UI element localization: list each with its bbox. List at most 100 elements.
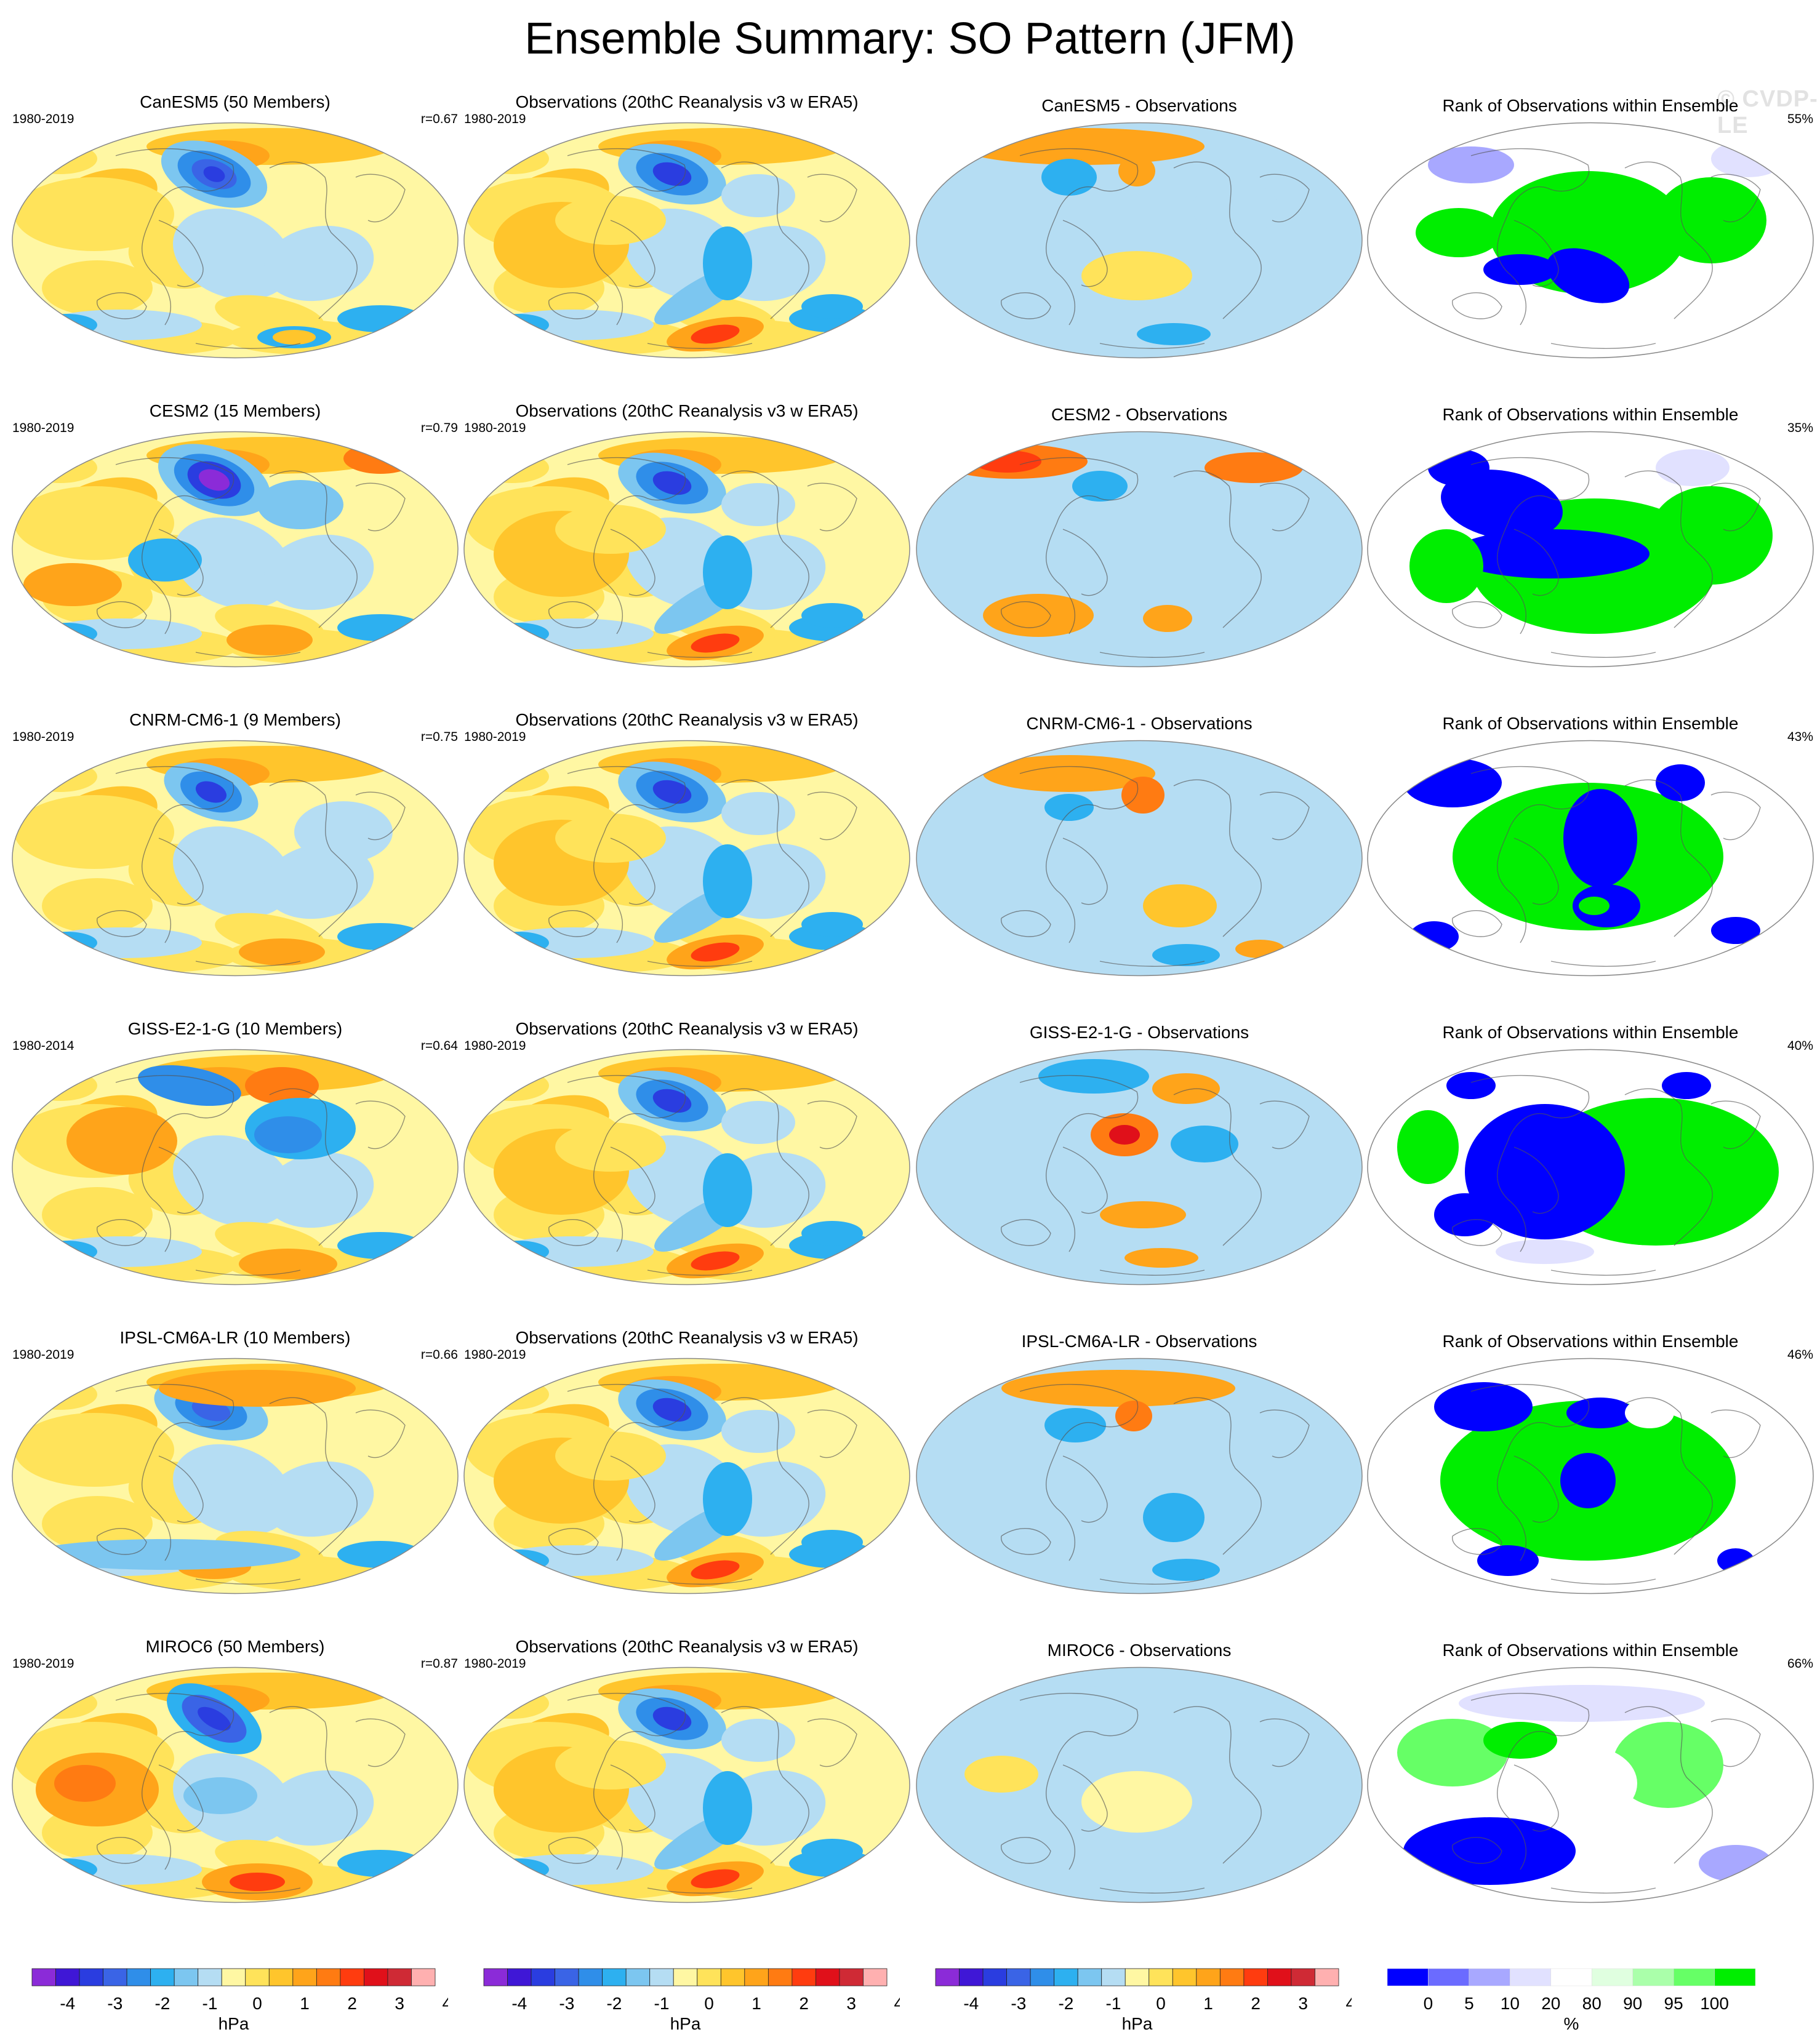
colorbar-swatch — [744, 1968, 769, 1986]
panel-obs-row-6: Observations (20thC Reanalysis v3 w ERA5… — [463, 1636, 911, 1906]
contour-region — [23, 1379, 97, 1410]
colorbar-tick-label: -4 — [511, 1994, 527, 2013]
contour-region — [652, 471, 692, 495]
map-border — [1367, 1666, 1814, 1903]
coastline — [1000, 1219, 1051, 1246]
coastline — [807, 1409, 857, 1458]
coastline — [567, 457, 686, 634]
coastline — [1099, 1270, 1205, 1276]
panel-title: CESM2 (15 Members) — [149, 401, 321, 420]
contour-region — [1155, 1857, 1254, 1882]
coastline — [610, 1146, 655, 1214]
map-border — [916, 1358, 1363, 1594]
panel-rank-percent: 66% — [1787, 1657, 1813, 1671]
contour-region — [1459, 1685, 1705, 1722]
colorbar-swatch — [1673, 1968, 1715, 1986]
contour-region — [1434, 1382, 1533, 1431]
panel-rank-row-1: Rank of Observations within Ensemble 55% — [1366, 91, 1814, 362]
map-border — [916, 740, 1363, 977]
colorbar-hpa-1: -4 -3 -2 -1 0 1 2 3 4 hPa — [31, 1968, 448, 2033]
colorbar-tick-label: -2 — [154, 1994, 170, 2013]
coastline — [1000, 601, 1051, 628]
map-border — [463, 740, 910, 977]
colorbar-swatch — [1469, 1968, 1510, 1986]
contour-region — [195, 781, 227, 803]
coastline — [1451, 910, 1502, 937]
contour-region — [801, 1221, 863, 1246]
map-border — [1367, 740, 1814, 977]
panel-years: 1980-2019 — [464, 112, 526, 126]
coastline — [647, 1578, 753, 1585]
coastline — [721, 1706, 809, 1864]
colorbar-swatch — [982, 1968, 1007, 1986]
coastline — [96, 601, 147, 628]
panel-obs-row-4: Observations (20thC Reanalysis v3 w ERA5… — [463, 1018, 911, 1289]
colorbar-swatch — [531, 1968, 555, 1986]
colorbar-swatch — [1149, 1968, 1173, 1986]
coastline — [158, 1146, 204, 1214]
contour-region — [652, 780, 692, 804]
map-diff — [916, 740, 1363, 977]
coastline — [269, 779, 358, 937]
contour-region — [42, 260, 153, 316]
contour-region — [239, 1249, 337, 1279]
coastline — [96, 1219, 147, 1246]
contour-region — [1416, 208, 1502, 257]
contour-region — [801, 603, 863, 628]
colorbar-swatch — [792, 1968, 816, 1986]
colorbar-swatch — [387, 1968, 412, 1986]
contour-region — [1192, 180, 1278, 236]
colorbar-swatch — [673, 1968, 698, 1986]
contour-region — [1699, 1845, 1773, 1882]
panel-diff-row-3: CNRM-CM6-1 - Observations — [915, 709, 1363, 980]
panel-title: Observations (20thC Reanalysis v3 w ERA5… — [515, 710, 859, 729]
colorbar-swatch — [697, 1968, 721, 1986]
contour-region — [1081, 1771, 1192, 1833]
panel-years: 1980-2019 — [12, 1348, 74, 1362]
panel-years: 1980-2019 — [464, 730, 526, 744]
coastline — [1513, 220, 1559, 287]
coastline — [1062, 1146, 1108, 1214]
map-model — [12, 431, 459, 668]
colorbar-swatch — [340, 1968, 364, 1986]
coastline — [1019, 148, 1139, 326]
panel-model-row-2: CESM2 (15 Members) 1980-2019 r=0.79 — [11, 400, 459, 671]
contour-region — [215, 295, 324, 337]
coastline — [548, 292, 599, 319]
panel-years: 1980-2019 — [12, 1657, 74, 1671]
coastline — [1624, 1088, 1713, 1246]
coastline — [96, 1837, 147, 1864]
contour-region — [1409, 921, 1459, 952]
panel-rank-percent: 46% — [1787, 1348, 1813, 1362]
coastline — [1550, 1887, 1656, 1894]
panel-title: MIROC6 - Observations — [1047, 1641, 1232, 1660]
contour-region — [128, 538, 202, 582]
contour-region — [1109, 1125, 1140, 1145]
panel-title: IPSL-CM6A-LR (10 Members) — [119, 1328, 351, 1347]
contour-region — [1563, 789, 1637, 887]
map-border — [12, 122, 459, 359]
contour-region — [475, 1379, 549, 1410]
coastline — [1062, 220, 1108, 287]
panel-diff-row-1: CanESM5 - Observations — [915, 91, 1363, 362]
panel-title: Observations (20thC Reanalysis v3 w ERA5… — [515, 1328, 859, 1347]
panel-title: GISS-E2-1-G - Observations — [1029, 1023, 1249, 1042]
contour-region — [721, 792, 795, 835]
coastline — [807, 1100, 857, 1150]
colorbar-swatch — [1714, 1968, 1756, 1986]
colorbar-swatch — [863, 1968, 888, 1986]
colorbar-tick-label: -3 — [559, 1994, 574, 2013]
map-rank — [1367, 1049, 1814, 1286]
contour-region — [801, 1530, 863, 1554]
contour-region — [198, 469, 230, 491]
map-border — [916, 1049, 1363, 1286]
coastline — [1173, 1088, 1262, 1246]
coastline — [1000, 910, 1051, 937]
coastline — [1470, 1074, 1590, 1252]
colorbar-tick-label: -2 — [1058, 1994, 1073, 2013]
contour-region — [173, 208, 292, 300]
contour-region — [42, 878, 153, 934]
contour-region — [1171, 1126, 1238, 1162]
coastline — [548, 1528, 599, 1555]
contour-region — [14, 1413, 174, 1487]
